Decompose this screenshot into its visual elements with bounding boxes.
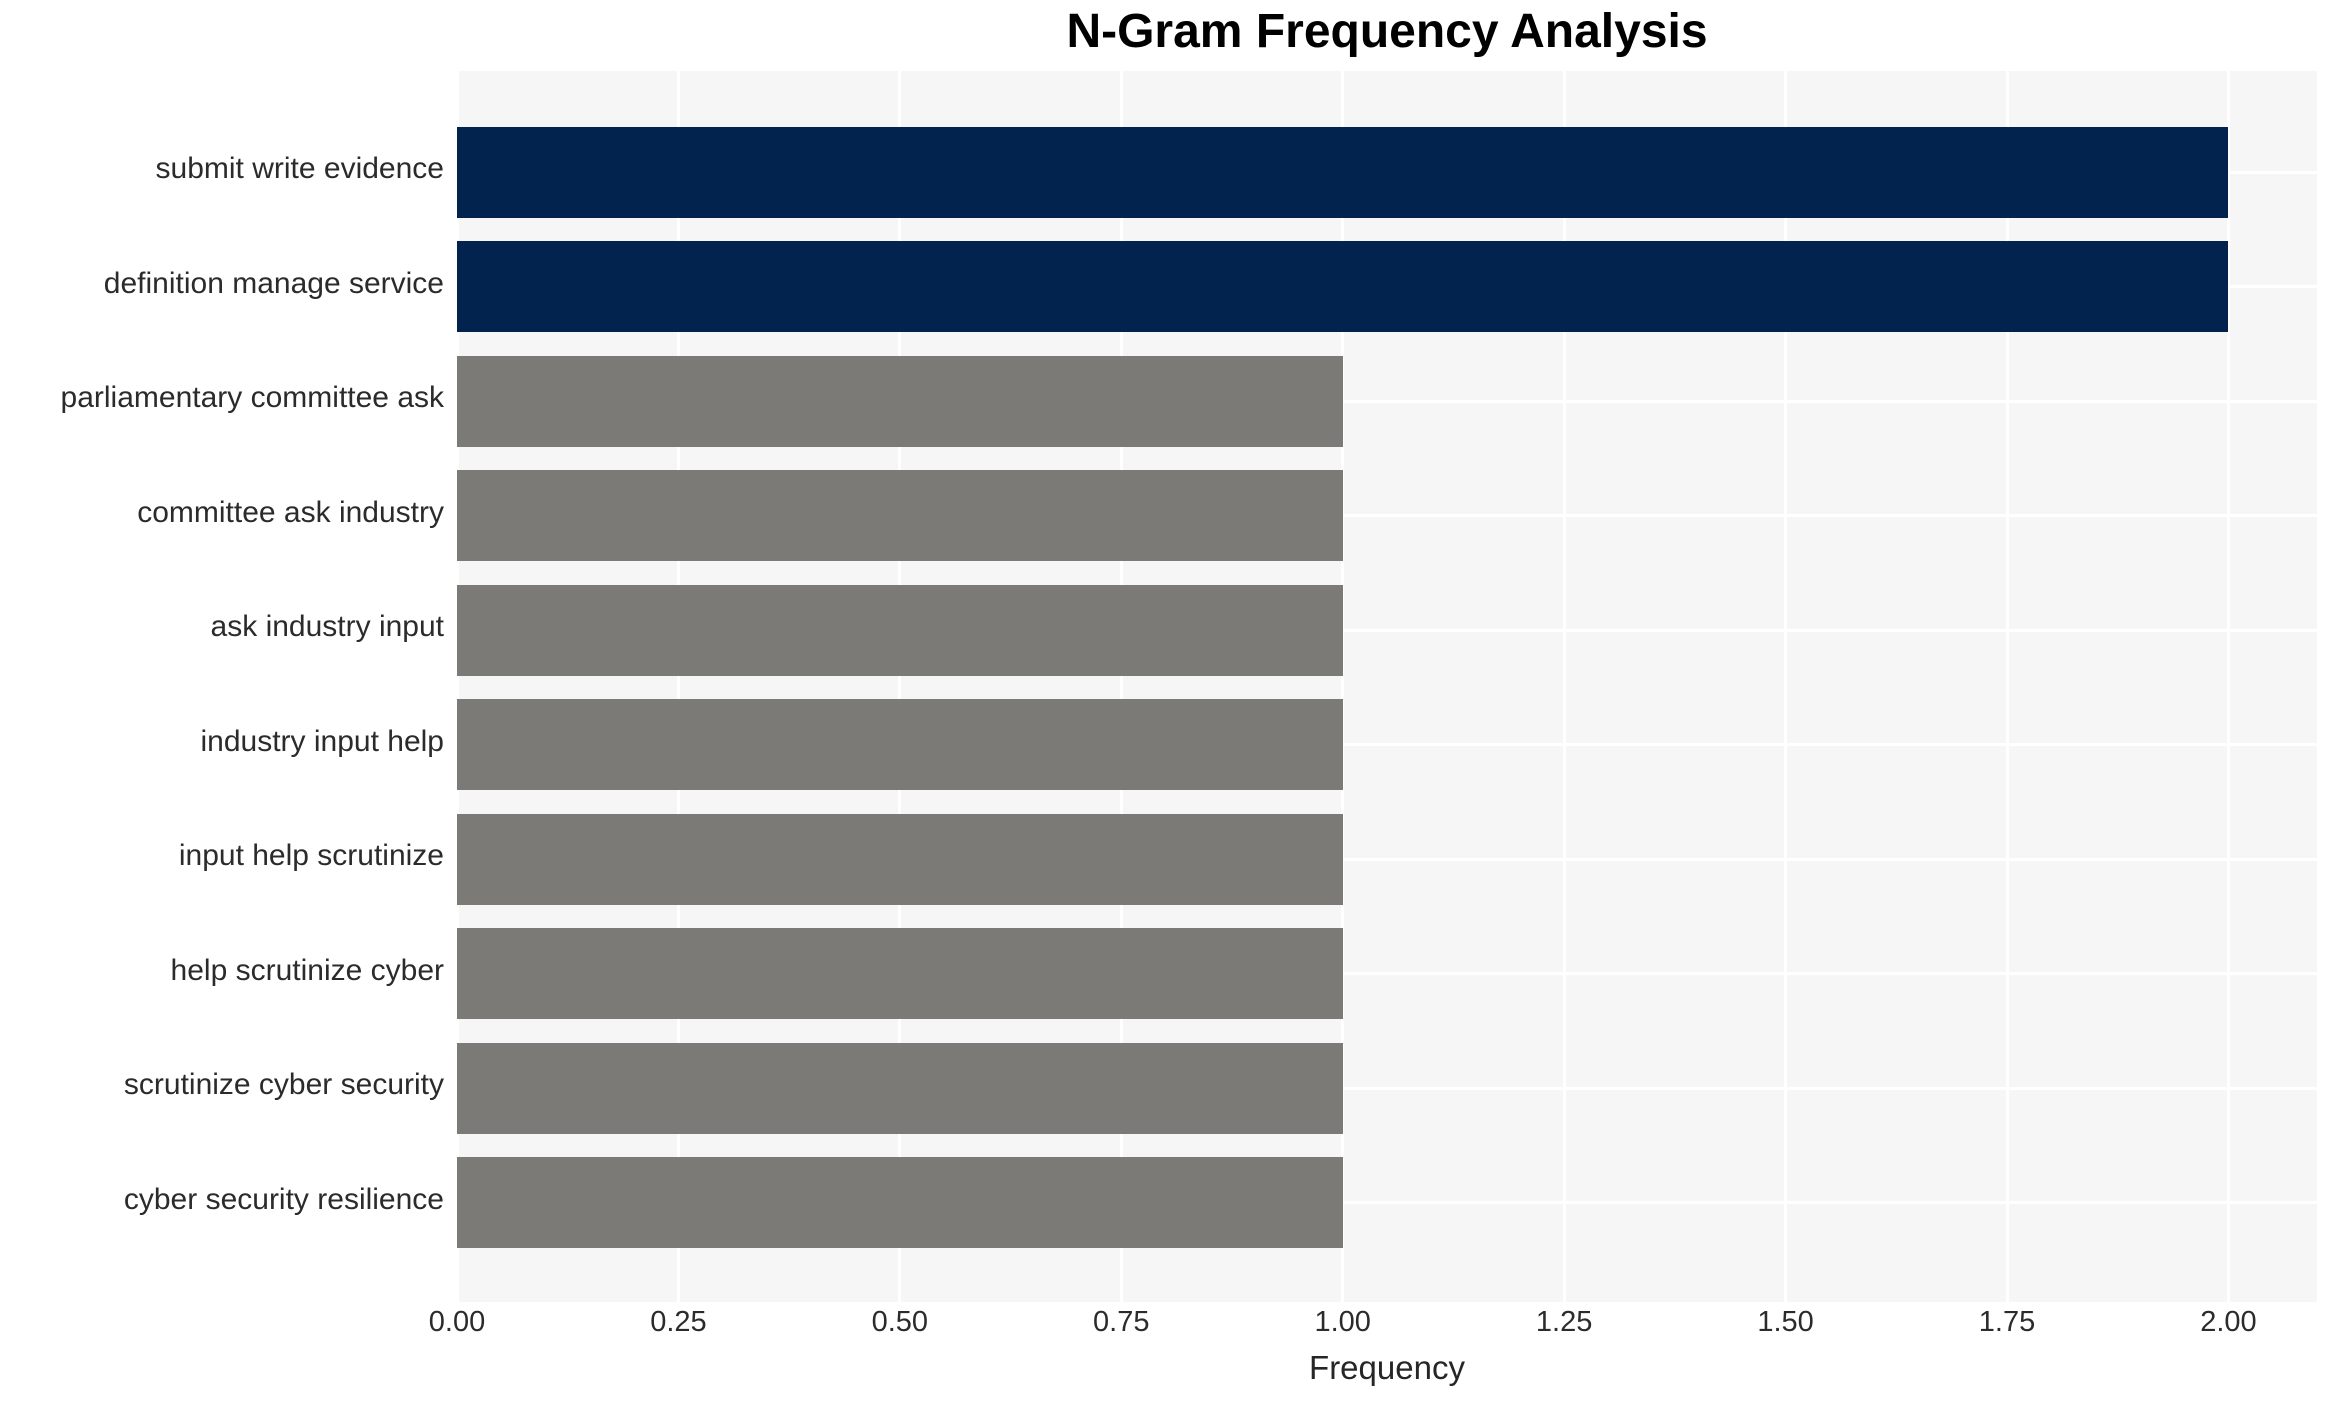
x-tick-label: 0.00 bbox=[428, 1306, 486, 1338]
gridline-vertical bbox=[1784, 71, 1788, 1302]
gridline-vertical bbox=[2226, 71, 2230, 1302]
gridline-vertical bbox=[676, 71, 680, 1302]
bar bbox=[457, 584, 1343, 676]
bar bbox=[457, 1042, 1343, 1134]
bar bbox=[457, 813, 1343, 905]
gridline-vertical bbox=[1341, 71, 1345, 1302]
y-tick-label: definition manage service bbox=[103, 266, 444, 300]
x-tick-label: 1.75 bbox=[1978, 1306, 2036, 1338]
gridline-vertical bbox=[1562, 71, 1566, 1302]
x-tick-label: 0.50 bbox=[871, 1306, 929, 1338]
gridline-vertical bbox=[2005, 71, 2009, 1302]
bar bbox=[457, 1157, 1343, 1249]
plot-area bbox=[455, 71, 2317, 1302]
gridline-horizontal bbox=[457, 743, 2317, 747]
gridline-horizontal bbox=[457, 857, 2317, 861]
x-tick-label: 0.75 bbox=[1093, 1306, 1150, 1338]
gridline-horizontal bbox=[457, 1086, 2317, 1090]
y-tick-label: input help scrutinize bbox=[178, 839, 444, 873]
y-tick-label: help scrutinize cyber bbox=[170, 953, 444, 987]
gridline-vertical bbox=[1119, 71, 1123, 1302]
bar bbox=[457, 355, 1343, 447]
y-tick-label: parliamentary committee ask bbox=[60, 381, 444, 415]
x-tick-label: 1.25 bbox=[1535, 1306, 1593, 1338]
x-axis-label: Frequency bbox=[1309, 1349, 1465, 1386]
bar bbox=[457, 126, 2229, 218]
gridline-horizontal bbox=[457, 514, 2317, 518]
bar bbox=[457, 928, 1343, 1020]
y-tick-label: committee ask industry bbox=[137, 495, 444, 529]
y-tick-label: submit write evidence bbox=[155, 152, 444, 185]
y-tick-label: cyber security resilience bbox=[123, 1182, 444, 1216]
bar bbox=[457, 470, 1343, 562]
bar bbox=[457, 699, 1343, 791]
bar bbox=[457, 241, 2229, 333]
y-tick-label: scrutinize cyber security bbox=[123, 1068, 444, 1102]
gridline-horizontal bbox=[457, 399, 2317, 403]
gridline-vertical bbox=[455, 71, 459, 1302]
gridline-vertical bbox=[898, 71, 902, 1302]
gridline-horizontal bbox=[457, 628, 2317, 632]
x-tick-label: 0.25 bbox=[650, 1306, 707, 1338]
y-tick-label: industry input help bbox=[200, 724, 445, 758]
y-tick-label: ask industry input bbox=[210, 610, 444, 644]
x-tick-label: 1.00 bbox=[1314, 1306, 1371, 1338]
x-tick-label: 1.50 bbox=[1757, 1306, 1814, 1338]
gridline-horizontal bbox=[457, 1201, 2317, 1205]
gridline-horizontal bbox=[457, 972, 2317, 976]
x-tick-label: 2.00 bbox=[2200, 1306, 2257, 1338]
chart-title: N-Gram Frequency Analysis bbox=[1066, 5, 1708, 58]
